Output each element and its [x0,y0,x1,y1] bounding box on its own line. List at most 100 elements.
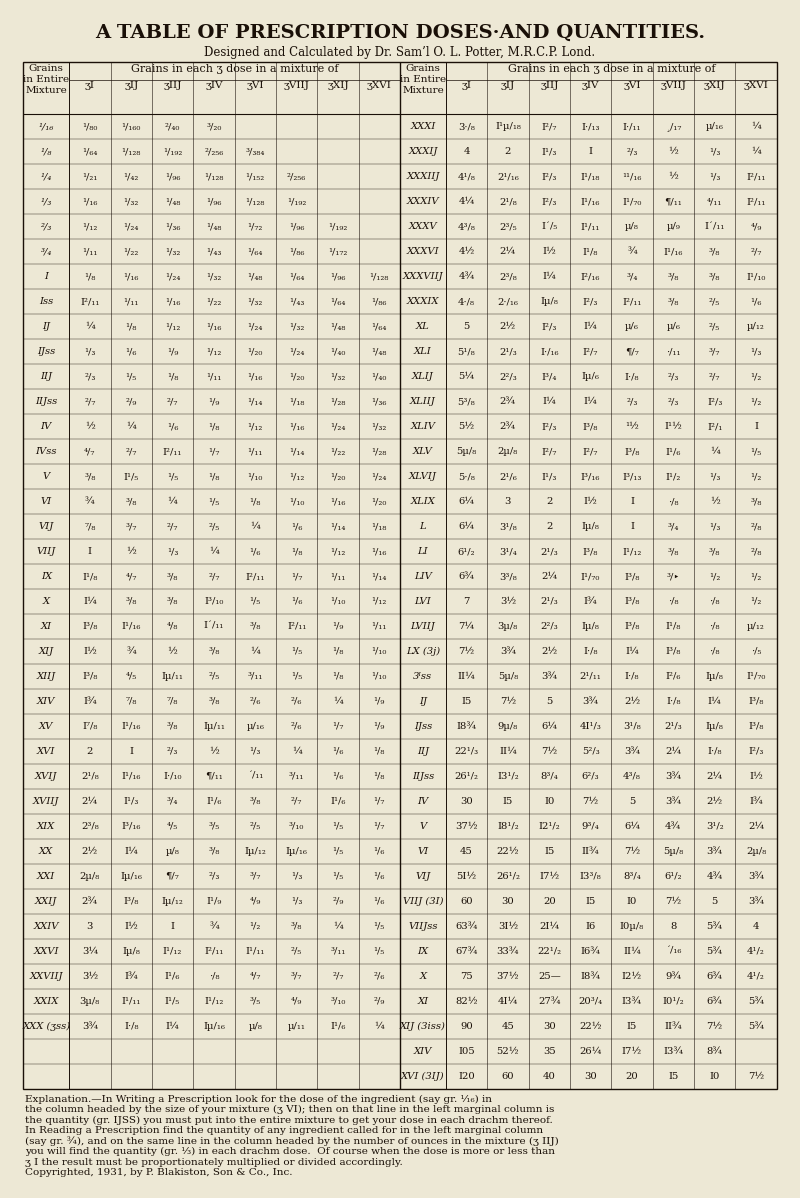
Text: ¹/₇: ¹/₇ [291,571,302,581]
Text: 3¼: 3¼ [82,946,98,956]
Text: ²/₃: ²/₃ [41,222,52,231]
Text: ¹/₄₀: ¹/₄₀ [330,347,346,356]
Text: Grains
in Entire
Mixture: Grains in Entire Mixture [23,65,70,96]
Text: 3¹/₈: 3¹/₈ [623,722,641,731]
Text: 7½: 7½ [624,847,640,855]
Text: ¹/₉₆: ¹/₉₆ [165,173,180,181]
Text: ¹/₉₆: ¹/₉₆ [206,198,222,206]
Text: Iµ/₈: Iµ/₈ [706,672,723,680]
Text: XIJ: XIJ [38,647,54,657]
Text: ¹/₄₂: ¹/₄₂ [123,173,139,181]
Text: I²/₃: I²/₃ [583,297,598,305]
Text: 3¾: 3¾ [666,797,682,806]
Text: I6: I6 [586,922,596,931]
Text: II¾: II¾ [582,847,599,855]
Text: I: I [589,147,593,156]
Text: ³/₁₁: ³/₁₁ [330,946,346,956]
Text: 3¾: 3¾ [666,772,682,781]
Text: Iµ/₁₆: Iµ/₁₆ [286,847,307,855]
Text: ¹/₇: ¹/₇ [208,447,219,456]
Text: ¹/₃: ¹/₃ [709,147,720,156]
Text: 2I¼: 2I¼ [539,922,559,931]
Text: 67¾: 67¾ [455,946,478,956]
Text: ¹/₁₂: ¹/₁₂ [330,547,346,556]
Text: ²/₇: ²/₇ [291,797,302,806]
Text: ·/₁₁: ·/₁₁ [666,347,681,356]
Text: ¹/₈: ¹/₈ [374,772,385,781]
Text: ·/₈: ·/₈ [710,597,720,606]
Text: ¹/₆: ¹/₆ [374,897,385,906]
Text: I¹/₅: I¹/₅ [165,997,180,1006]
Text: ¹/₆₄: ¹/₆₄ [372,322,387,331]
Text: ʒIV: ʒIV [582,81,599,90]
Text: 5¼: 5¼ [458,373,474,381]
Text: I8¹/₂: I8¹/₂ [497,822,518,831]
Text: 2²/₃: 2²/₃ [499,373,517,381]
Text: 3¾: 3¾ [624,748,640,756]
Text: 2¹/₃: 2¹/₃ [540,547,558,556]
Text: 4: 4 [753,922,759,931]
Text: ʒXVI: ʒXVI [743,81,769,90]
Text: ¹/₁₁: ¹/₁₁ [330,571,346,581]
Text: VIIJ (3I): VIIJ (3I) [402,897,443,906]
Text: 3I½: 3I½ [498,922,518,931]
Text: 4¾: 4¾ [665,822,682,831]
Text: 7½: 7½ [706,1022,722,1030]
Text: ²/₂₅₆: ²/₂₅₆ [204,147,223,156]
Text: 2¹/₃: 2¹/₃ [499,347,517,356]
Text: ¹/₈₀: ¹/₈₀ [82,122,98,131]
Text: 9µ/₈: 9µ/₈ [498,722,518,731]
Text: IIJss: IIJss [35,397,58,406]
Text: ³/₈: ³/₈ [291,922,302,931]
Text: ¹/₄: ¹/₄ [41,173,52,181]
Text: I²/₁₁: I²/₁₁ [746,173,766,181]
Text: Iµ/₁₂: Iµ/₁₂ [162,897,183,906]
Text: I5: I5 [502,797,513,806]
Text: 5¹/₈: 5¹/₈ [458,347,475,356]
Text: ¹/₂₀: ¹/₂₀ [330,472,346,482]
Text: ⁴/₇: ⁴/₇ [250,972,261,981]
Text: 4½: 4½ [458,247,474,256]
Text: IJss: IJss [37,347,55,356]
Text: ¼: ¼ [374,1022,384,1030]
Text: ¹/₂₁: ¹/₂₁ [82,173,98,181]
Text: I0: I0 [710,1072,720,1081]
Text: ¹/₄₀: ¹/₄₀ [372,373,387,381]
Text: 2¼: 2¼ [82,797,98,806]
Text: ¹/₂: ¹/₂ [750,571,762,581]
Text: I²/₁₁: I²/₁₁ [246,571,265,581]
Text: ³/₃₈₄: ³/₃₈₄ [246,147,265,156]
Text: ²/₇: ²/₇ [750,247,762,256]
Text: ¹/₄₈: ¹/₄₈ [372,347,387,356]
Text: ¶/₇: ¶/₇ [625,347,639,356]
Text: ¹/₁₇₂: ¹/₁₇₂ [328,247,348,256]
Text: ³/₈: ³/₈ [126,597,137,606]
Text: VIJ: VIJ [38,522,54,531]
Text: ³/₈: ³/₈ [250,622,261,631]
Text: 20: 20 [543,897,556,906]
Text: I: I [754,422,758,431]
Text: I³/₈: I³/₈ [82,622,98,631]
Text: ¹/₉: ¹/₉ [332,622,344,631]
Text: 4¼: 4¼ [458,198,474,206]
Text: ³/‣: ³/‣ [666,571,680,581]
Text: ²/₅: ²/₅ [709,322,720,331]
Text: ³/₁₀: ³/₁₀ [330,997,346,1006]
Text: 5: 5 [463,322,470,331]
Text: ¹/₆: ¹/₆ [291,597,302,606]
Text: XLIV: XLIV [410,422,435,431]
Text: 2: 2 [505,147,511,156]
Text: Grains in each ʒ dose in a mixture of: Grains in each ʒ dose in a mixture of [507,65,715,74]
Text: ¹/₉₆: ¹/₉₆ [289,222,304,231]
Text: I¹½: I¹½ [665,422,682,431]
Text: 2¼: 2¼ [748,822,764,831]
Text: ¾: ¾ [627,247,637,256]
Text: Iµ/₈: Iµ/₈ [706,722,723,731]
Text: ¹/₅: ¹/₅ [374,946,385,956]
Text: ³/₄: ³/₄ [167,797,178,806]
Text: 2¹/₁₁: 2¹/₁₁ [580,672,602,680]
Text: I¹/₈: I¹/₈ [666,622,681,631]
Text: 2¹/₆: 2¹/₆ [499,472,517,482]
Text: I5: I5 [544,847,554,855]
Text: 63¾: 63¾ [455,922,478,931]
